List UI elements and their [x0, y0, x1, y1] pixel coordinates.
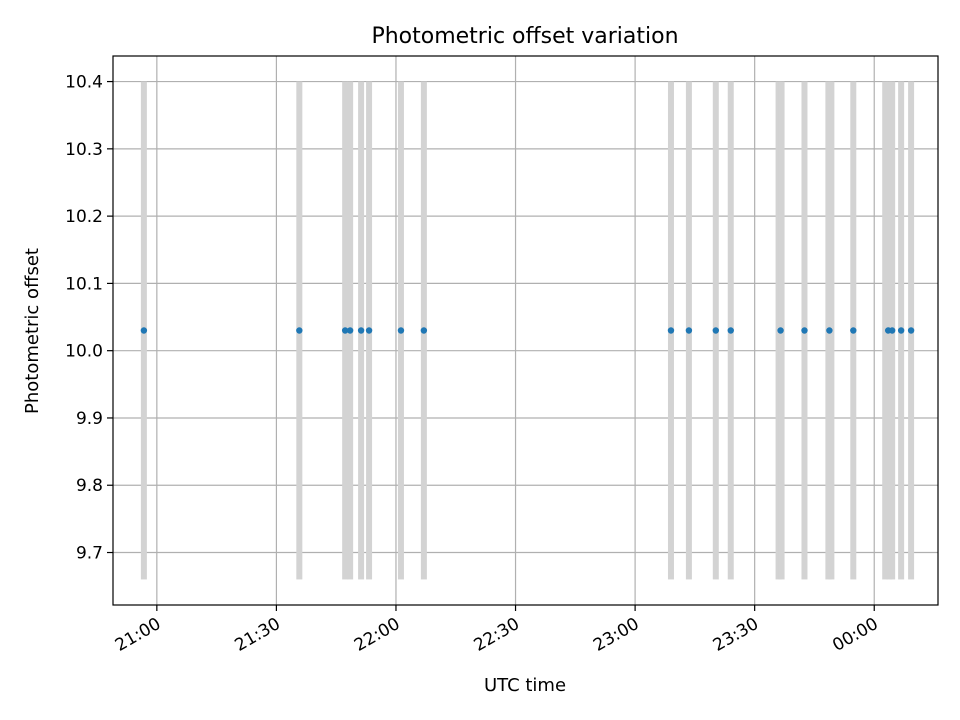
y-tick-label: 10.3 [65, 140, 103, 160]
data-point [850, 327, 857, 334]
grid-lines [113, 56, 938, 605]
data-point [140, 327, 148, 334]
y-tick-label: 10.1 [65, 274, 103, 294]
data-point [888, 327, 896, 334]
data-point [727, 327, 734, 334]
data-point [685, 327, 693, 334]
data-point [397, 327, 405, 334]
y-tick-label: 9.8 [76, 476, 103, 496]
data-point [667, 327, 675, 334]
plot-frame [112, 55, 939, 606]
data-point [346, 327, 354, 334]
data-point [897, 327, 905, 334]
y-tick-label: 10.4 [65, 73, 103, 93]
data-points [140, 327, 915, 334]
data-point [801, 327, 808, 334]
data-point [296, 327, 303, 334]
y-tick-label: 10.2 [65, 207, 103, 227]
data-point [907, 327, 915, 334]
y-axis-label: Photometric offset [22, 248, 43, 414]
y-tick-label: 9.7 [76, 544, 103, 564]
y-axis-ticks: 9.7 9.8 9.9 10.0 10.1 10.2 10.3 10.4 [65, 73, 113, 564]
data-point [341, 327, 349, 334]
data-point [365, 327, 373, 334]
data-point [826, 327, 833, 334]
y-tick-label: 9.9 [76, 409, 103, 429]
data-point [777, 327, 784, 334]
data-point [420, 327, 428, 334]
data-point [357, 327, 365, 334]
y-tick-label: 10.0 [65, 342, 103, 362]
data-point [712, 327, 720, 334]
chart-title: Photometric offset variation [371, 24, 678, 49]
x-axis-label: UTC time [484, 675, 566, 696]
